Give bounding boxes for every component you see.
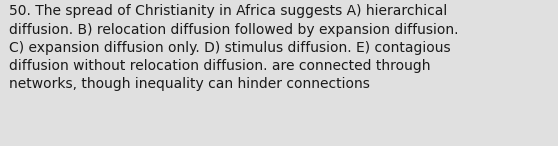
Text: 50. The spread of Christianity in Africa suggests A) hierarchical
diffusion. B) : 50. The spread of Christianity in Africa…: [9, 4, 459, 91]
